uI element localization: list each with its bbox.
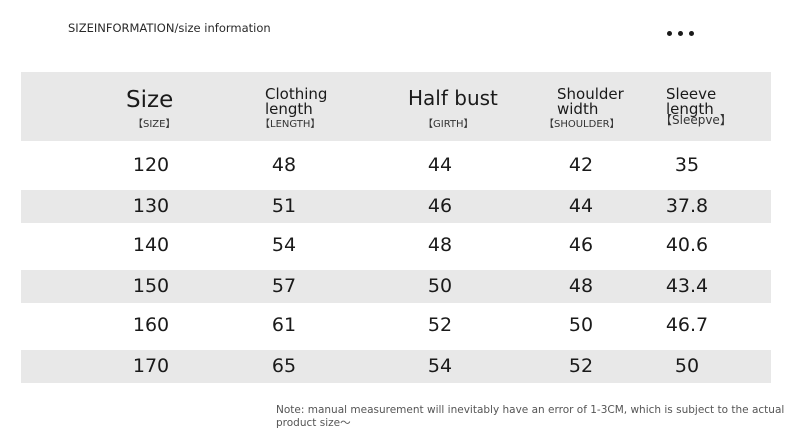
table-cell-size: 140 [132,234,170,256]
table-cell-length: 57 [271,275,297,297]
dot [678,31,683,36]
header-bust-sub: 【GIRTH】 [423,119,474,130]
measurement-note: Note: manual measurement will inevitably… [276,404,785,429]
header-sleeve-length-line1: Sleeve [666,85,717,103]
table-cell-shoulder: 46 [568,234,594,256]
table-cell-bust: 52 [427,314,453,336]
table-cell-shoulder: 48 [568,275,594,297]
header-sleeve-length-line2: length [666,100,714,118]
header-length-sub: 【LENGTH】 [260,119,321,130]
table-cell-shoulder: 44 [568,195,594,217]
table-row: 140 54 48 46 40.6 [21,229,771,262]
table-cell-shoulder: 42 [568,154,594,176]
header-shoulder-sub: 【SHOULDER】 [544,119,620,130]
table-cell-sleeve: 46.7 [665,314,709,336]
table-cell-shoulder: 52 [568,355,594,377]
table-cell-length: 65 [271,355,297,377]
page-title: SIZEINFORMATION/size information [68,21,271,35]
table-cell-shoulder: 50 [568,314,594,336]
table-row: 150 57 50 48 43.4 [21,270,771,303]
table-cell-sleeve: 37.8 [665,195,709,217]
table-cell-size: 170 [132,355,170,377]
dot [667,31,672,36]
header-shoulder-width-line1: Shoulder [557,85,624,103]
table-cell-sleeve: 43.4 [665,275,709,297]
table-row: 120 48 44 42 35 [21,149,771,182]
table-cell-sleeve: 40.6 [665,234,709,256]
header-size: Size [126,87,174,113]
header-clothing-length-line1: Clothing [265,85,328,103]
table-cell-length: 61 [271,314,297,336]
table-cell-size: 160 [132,314,170,336]
more-horizontal-icon[interactable] [667,31,694,36]
header-clothing-length-line2: length [265,100,313,118]
table-cell-size: 120 [132,154,170,176]
table-row: 170 65 54 52 50 [21,350,771,383]
header-half-bust: Half bust [408,86,498,110]
header-size-sub: 【SIZE】 [133,119,176,130]
table-cell-bust: 48 [427,234,453,256]
table-cell-length: 51 [271,195,297,217]
table-cell-bust: 44 [427,154,453,176]
table-row: 130 51 46 44 37.8 [21,190,771,223]
table-cell-bust: 50 [427,275,453,297]
table-cell-sleeve: 35 [674,154,700,176]
header-shoulder-width: Shoulder width [557,87,624,117]
table-row: 160 61 52 50 46.7 [21,309,771,342]
table-cell-sleeve: 50 [674,355,700,377]
header-sleeve-sub: 【Sleepve】 [660,113,732,127]
header-sleeve-length: Sleeve length [666,87,716,117]
table-cell-bust: 46 [427,195,453,217]
header-clothing-length: Clothing length [265,87,327,117]
header-shoulder-width-line2: width [557,100,599,118]
dot [689,31,694,36]
table-cell-bust: 54 [427,355,453,377]
table-cell-size: 130 [132,195,170,217]
table-cell-length: 48 [271,154,297,176]
table-header: Size 【SIZE】 Clothing length 【LENGTH】 Hal… [21,72,771,141]
table-cell-size: 150 [132,275,170,297]
table-cell-length: 54 [271,234,297,256]
